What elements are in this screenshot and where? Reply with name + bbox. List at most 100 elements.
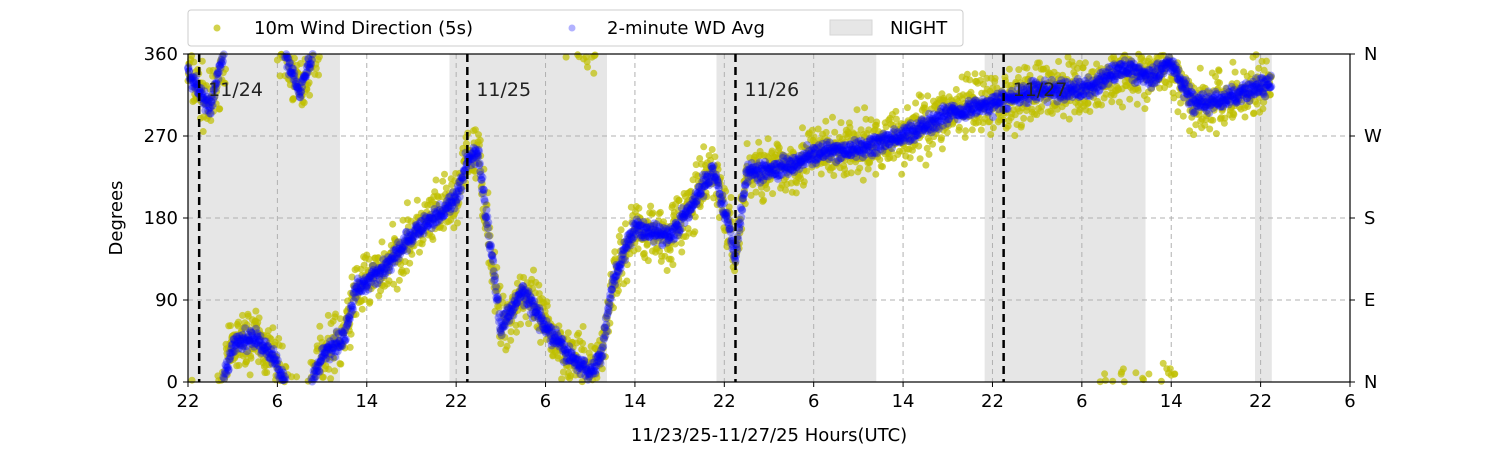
wind-point (1201, 121, 1209, 129)
wind-point (579, 339, 587, 347)
wind-point (1048, 90, 1056, 98)
wind-point (386, 261, 394, 269)
wind-point (497, 340, 505, 348)
wind-point (406, 259, 414, 267)
wind-point (1166, 53, 1174, 61)
wind-point (273, 56, 281, 64)
y2-tick-label: E (1364, 290, 1375, 311)
avg-point (482, 205, 491, 214)
avg-point (475, 159, 484, 168)
avg-point (602, 327, 611, 336)
wind-point (861, 104, 869, 112)
wind-point (1204, 110, 1212, 117)
wind-point (273, 353, 280, 361)
wind-point (1036, 75, 1044, 83)
wind-point (728, 225, 735, 233)
avg-point (740, 189, 749, 198)
legend-label-avg: 2-minute WD Avg (607, 18, 765, 39)
wind-point (477, 152, 485, 160)
wind-point (1175, 91, 1183, 99)
wind-point (738, 225, 746, 233)
wind-point (467, 147, 474, 154)
wind-point (508, 317, 516, 325)
wind-point (1133, 100, 1141, 108)
avg-point (480, 197, 489, 206)
wind-point (1075, 77, 1083, 85)
wind-point (1009, 85, 1017, 93)
wind-point (610, 304, 617, 312)
avg-point (455, 192, 464, 201)
wind-point (1011, 132, 1019, 139)
wind-point (558, 375, 566, 383)
wind-point (818, 144, 826, 152)
wind-point (987, 131, 995, 138)
wind-point (692, 161, 700, 169)
wind-point (1212, 130, 1220, 138)
avg-point (736, 220, 745, 229)
avg-point (403, 246, 411, 255)
night-band (449, 54, 607, 382)
wind-point (324, 311, 332, 319)
wind-point (864, 165, 872, 173)
wind-point (675, 196, 683, 204)
wind-point (867, 116, 875, 124)
wind-point (856, 164, 864, 172)
avg-point (497, 331, 506, 340)
avg-point (1267, 82, 1276, 91)
wind-point (876, 156, 884, 164)
data-points (184, 50, 1276, 386)
avg-point (484, 218, 493, 227)
wind-point (1206, 125, 1214, 133)
wind-point (483, 201, 491, 209)
wind-point (984, 111, 992, 119)
wind-point (822, 117, 830, 125)
avg-point (685, 212, 693, 221)
wind-point (921, 109, 929, 117)
wind-point (325, 365, 333, 373)
wind-point (454, 219, 461, 227)
wind-point (352, 310, 360, 318)
wind-point (1177, 99, 1185, 107)
wind-point (534, 304, 542, 311)
wind-point (522, 313, 530, 321)
avg-point (719, 199, 728, 208)
wind-point (598, 365, 606, 373)
avg-point (1266, 71, 1275, 80)
wind-point (214, 70, 221, 78)
y-tick-label: 270 (144, 126, 178, 147)
wind-point (1215, 67, 1223, 75)
wind-point (800, 178, 808, 186)
wind-point (761, 165, 768, 173)
wind-point (699, 184, 707, 192)
wind-point (1134, 86, 1142, 94)
wind-point (419, 236, 427, 244)
wind-point (227, 322, 234, 330)
wind-point (758, 191, 766, 198)
wind-point (214, 65, 222, 73)
wind-point (808, 126, 816, 134)
wind-point (892, 107, 900, 115)
wind-point (395, 276, 403, 284)
avg-point (718, 191, 727, 200)
wind-point (213, 83, 221, 90)
wind-point (365, 255, 373, 263)
day-label: 11/24 (208, 79, 263, 101)
wind-point (478, 180, 486, 187)
avg-point (489, 257, 498, 266)
x-tick-label: 6 (1344, 391, 1355, 412)
x-tick-label: 14 (892, 391, 915, 412)
wind-point (929, 140, 937, 148)
wind-point (1015, 66, 1023, 74)
wind-point (344, 305, 352, 313)
avg-point (699, 192, 708, 201)
wind-point (499, 292, 507, 300)
wind-point (769, 190, 777, 198)
wind-point (1166, 365, 1174, 373)
wind-point (708, 146, 716, 153)
wind-point (1017, 93, 1025, 101)
wind-point (1064, 53, 1072, 61)
wind-point (559, 368, 567, 376)
wind-point (1216, 79, 1223, 87)
wind-point (968, 102, 976, 110)
wind-point (635, 204, 643, 212)
